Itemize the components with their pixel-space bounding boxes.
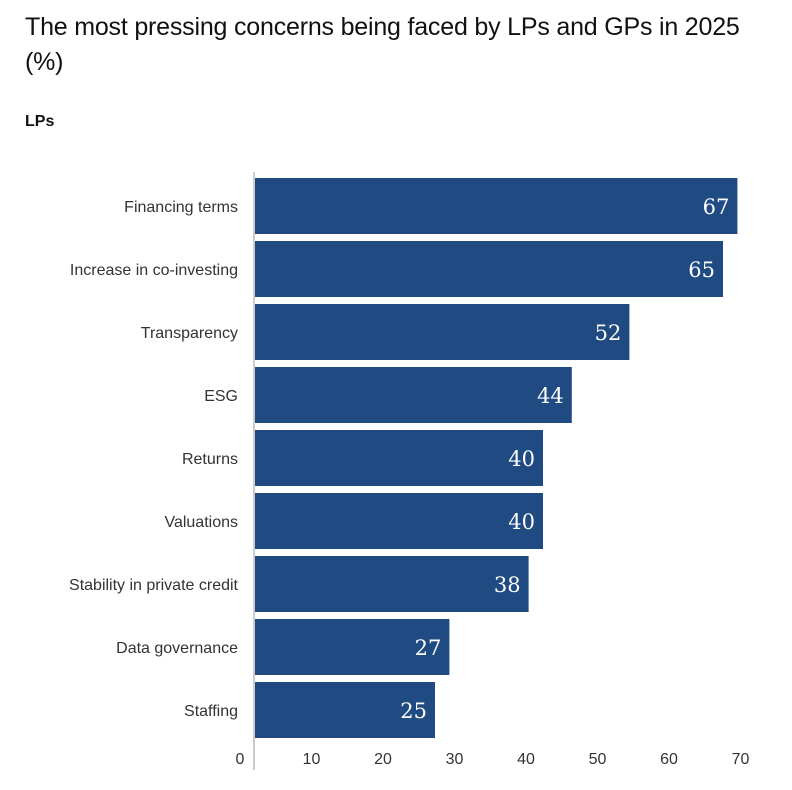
bar	[255, 430, 543, 486]
category-label: Staffing	[184, 703, 238, 720]
x-tick-label: 0	[236, 751, 245, 768]
bar	[255, 556, 529, 612]
x-tick-label: 50	[589, 751, 607, 768]
bar	[255, 241, 723, 297]
chart-subtitle: LPs	[25, 113, 55, 130]
value-label: 67	[703, 195, 730, 219]
bar	[255, 619, 450, 675]
value-label: 25	[400, 699, 427, 723]
category-label: Data governance	[116, 640, 238, 657]
value-label: 27	[415, 636, 442, 660]
category-label: Transparency	[141, 325, 238, 342]
x-tick-label: 30	[446, 751, 464, 768]
x-tick-label: 10	[303, 751, 321, 768]
bar	[255, 682, 435, 738]
value-label: 40	[508, 510, 535, 534]
bar	[255, 178, 738, 234]
value-label: 65	[688, 258, 715, 282]
value-label: 38	[494, 573, 521, 597]
bar	[255, 367, 572, 423]
category-label: Valuations	[164, 514, 238, 531]
value-label: 40	[508, 447, 535, 471]
bar	[255, 304, 630, 360]
x-tick-label: 40	[517, 751, 535, 768]
value-label: 44	[537, 384, 564, 408]
x-tick-label: 20	[374, 751, 392, 768]
value-label: 52	[595, 321, 622, 345]
x-tick-label: 60	[660, 751, 678, 768]
category-label: Returns	[182, 451, 238, 468]
category-label: ESG	[204, 388, 238, 405]
category-label: Financing terms	[124, 199, 238, 216]
category-label: Stability in private credit	[69, 577, 239, 594]
category-label: Increase in co-investing	[70, 262, 238, 279]
chart-title: The most pressing concerns being faced b…	[25, 13, 740, 76]
x-tick-label: 70	[732, 751, 750, 768]
bar	[255, 493, 543, 549]
